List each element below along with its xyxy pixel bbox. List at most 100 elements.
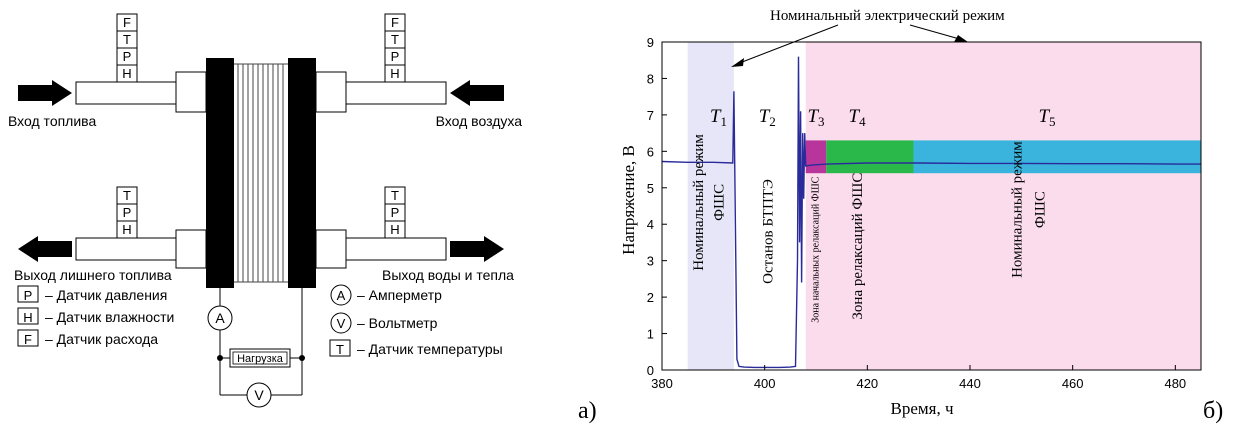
period-subscript: 5 bbox=[1049, 114, 1056, 129]
x-tick-label: 440 bbox=[959, 376, 981, 391]
period-labels: T1 T2 T3 T4 T5 bbox=[710, 106, 1056, 129]
sensor-box-t: T bbox=[116, 186, 138, 205]
y-axis-label: Напряжение, В bbox=[619, 145, 638, 255]
legend-symbol-box bbox=[17, 307, 39, 325]
legend-text: – Вольтметр bbox=[357, 315, 438, 331]
chart-region bbox=[805, 42, 1201, 370]
chart-band bbox=[913, 140, 1201, 174]
zone-labels: Номинальный режим ФШС Останов БТПТЭ Зона на… bbox=[691, 134, 1048, 323]
label-water-heat-out: Выход воды и тепла bbox=[382, 267, 514, 283]
cell-plates bbox=[234, 63, 288, 283]
plot-frame bbox=[661, 41, 1202, 371]
period-letter: T bbox=[849, 106, 861, 127]
period-subscript: 4 bbox=[859, 114, 866, 129]
pipe-fuel-out-collar bbox=[175, 229, 207, 269]
pipe-air-in bbox=[345, 81, 447, 105]
period-letter: T bbox=[759, 106, 771, 127]
legend-item: H – Датчик влажности bbox=[17, 307, 174, 325]
chart-region bbox=[687, 42, 734, 370]
voltmeter-icon: V bbox=[246, 382, 272, 408]
period-label: T5 bbox=[1038, 106, 1055, 129]
zone-label: Номинальный режим bbox=[691, 134, 707, 271]
period-subscript: 1 bbox=[721, 114, 728, 129]
period-label: T3 bbox=[807, 106, 824, 129]
legend-item: T – Датчик температуры bbox=[329, 339, 503, 357]
pipe-fuel-in bbox=[75, 81, 177, 105]
legend-symbol-box bbox=[17, 329, 39, 347]
sensor-letter: P bbox=[391, 49, 400, 64]
ammeter-icon: A bbox=[207, 305, 233, 331]
arrow-fuel-out bbox=[18, 236, 72, 262]
chart-bands bbox=[805, 140, 1201, 174]
sensor-letter: F bbox=[391, 15, 399, 30]
sensor-letter: T bbox=[391, 188, 399, 203]
y-tick-label: 2 bbox=[647, 290, 654, 305]
junction-left bbox=[217, 355, 223, 361]
panel-label-a: а) bbox=[578, 398, 597, 424]
chart-band bbox=[805, 140, 827, 174]
x-axis-label: Время, ч bbox=[890, 399, 953, 418]
x-tick-label: 400 bbox=[754, 376, 776, 391]
legend-symbol: P bbox=[24, 288, 33, 303]
y-tick-label: 9 bbox=[647, 35, 654, 50]
sensor-box-t: T bbox=[384, 30, 406, 49]
y-tick-label: 1 bbox=[647, 327, 654, 342]
legend-symbol-box bbox=[17, 285, 39, 303]
pipe-water-out-collar bbox=[315, 229, 347, 269]
sensor-letter: T bbox=[391, 32, 399, 47]
legend-text: – Датчик давления bbox=[45, 287, 167, 303]
period-label: T4 bbox=[849, 106, 867, 129]
legend-symbol: A bbox=[337, 288, 346, 303]
pipe-fuel-in-collar bbox=[175, 71, 207, 113]
period-subscript: 3 bbox=[818, 114, 825, 129]
sensor-box-f: F bbox=[384, 13, 406, 32]
pipe-fuel-out bbox=[75, 237, 177, 261]
label-air-in: Вход воздуха bbox=[436, 113, 523, 129]
chart-band bbox=[826, 140, 914, 174]
sensor-box-p: P bbox=[384, 203, 406, 222]
load-label: Нагрузка bbox=[237, 353, 284, 365]
sensor-box-h: H bbox=[384, 64, 406, 83]
pipe-water-out bbox=[345, 237, 447, 261]
sensor-letter: T bbox=[123, 32, 131, 47]
legend-symbol: H bbox=[23, 310, 32, 325]
x-tick-label: 480 bbox=[1164, 376, 1186, 391]
junction-right bbox=[299, 355, 305, 361]
sensor-box-h: H bbox=[116, 64, 138, 83]
period-label: T2 bbox=[759, 106, 776, 129]
svg-text:V: V bbox=[254, 387, 264, 403]
sensor-letter: H bbox=[390, 66, 399, 81]
sensor-letter: H bbox=[390, 222, 399, 237]
sensor-box-f: F bbox=[116, 13, 138, 32]
zone-label: ФШС bbox=[1032, 191, 1048, 228]
sensor-box-h: H bbox=[384, 220, 406, 239]
legend-item: F – Датчик расхода bbox=[17, 329, 158, 347]
zone-label: Зона релаксаций ФШС bbox=[850, 173, 866, 320]
legend-item: P – Датчик давления bbox=[17, 285, 167, 303]
x-tick-label: 380 bbox=[651, 376, 673, 391]
arrow-air-in bbox=[450, 80, 504, 106]
period-letter: T bbox=[1038, 106, 1050, 127]
y-axis-ticks: 0 1 2 3 4 5 6 7 8 9 bbox=[647, 35, 667, 378]
legend-symbol: V bbox=[337, 316, 346, 331]
sensor-letter: P bbox=[123, 49, 132, 64]
label-fuel-out: Выход лишнего топлива bbox=[14, 267, 172, 283]
sensor-box-p: P bbox=[116, 203, 138, 222]
y-tick-label: 6 bbox=[647, 144, 654, 159]
end-plate-left bbox=[206, 58, 234, 288]
legend-item: V – Вольтметр bbox=[330, 312, 438, 334]
sensor-letter: T bbox=[123, 188, 131, 203]
legend-symbol-box bbox=[329, 339, 351, 357]
y-tick-label: 8 bbox=[647, 71, 654, 86]
legend-text: – Датчик температуры bbox=[357, 341, 503, 357]
sensor-box-t: T bbox=[384, 186, 406, 205]
legend-text: – Датчик влажности bbox=[45, 309, 174, 325]
y-tick-label: 4 bbox=[647, 217, 654, 232]
sensor-letter: P bbox=[391, 205, 400, 220]
end-plate-right bbox=[288, 58, 316, 288]
period-subscript: 2 bbox=[769, 114, 776, 129]
